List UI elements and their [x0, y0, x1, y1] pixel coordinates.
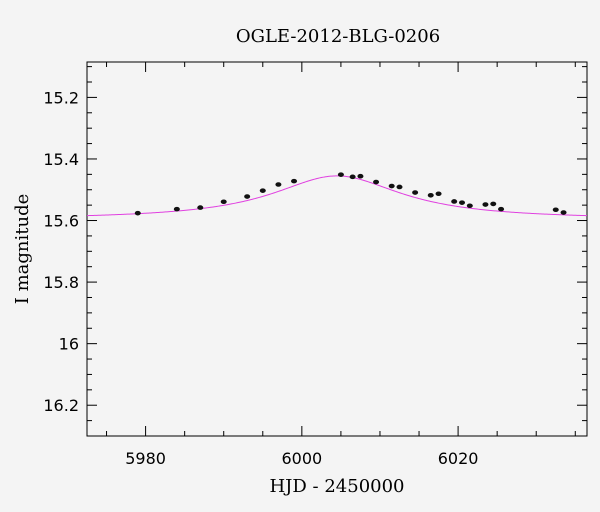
data-point — [173, 206, 180, 212]
axis-tick-labels: 5980 6000 6020 15.2 15.4 15.6 15.8 16 16.2 — [43, 88, 478, 468]
y-tick-label: 15.4 — [43, 150, 79, 169]
data-points — [134, 172, 567, 216]
data-point — [482, 202, 489, 207]
data-point — [490, 201, 497, 207]
data-point — [459, 200, 465, 205]
data-point — [291, 178, 298, 184]
x-axis-label: HJD - 2450000 — [269, 476, 404, 497]
x-tick-label: 6020 — [438, 449, 479, 468]
data-point — [197, 205, 204, 210]
data-point — [560, 210, 567, 215]
x-tick-label: 5980 — [125, 449, 166, 468]
data-point — [396, 184, 403, 190]
data-point — [275, 182, 282, 187]
axis-ticks — [87, 62, 587, 437]
data-point — [498, 206, 505, 212]
data-point — [357, 173, 364, 179]
y-axis-label: I magnitude — [12, 194, 33, 305]
y-tick-label: 16.2 — [43, 396, 79, 415]
data-point — [388, 183, 395, 189]
data-point — [451, 199, 458, 204]
plot-frame — [86, 61, 588, 437]
y-tick-label: 15.2 — [43, 88, 79, 107]
data-point — [259, 188, 266, 193]
x-tick-label: 6000 — [281, 449, 322, 468]
chart-title: OGLE-2012-BLG-0206 — [236, 26, 440, 47]
y-tick-label: 15.8 — [43, 273, 79, 292]
data-point — [349, 174, 356, 180]
data-point — [412, 190, 419, 195]
model-curve — [86, 175, 588, 217]
data-point — [552, 207, 559, 213]
data-point — [466, 203, 473, 209]
data-point — [435, 191, 442, 197]
data-point — [220, 199, 227, 205]
data-point — [134, 210, 141, 216]
data-point — [427, 192, 434, 198]
y-tick-label: 15.6 — [43, 212, 79, 231]
data-point — [244, 194, 251, 199]
data-point — [373, 179, 380, 185]
y-tick-label: 16 — [59, 335, 79, 354]
data-point — [337, 172, 344, 177]
